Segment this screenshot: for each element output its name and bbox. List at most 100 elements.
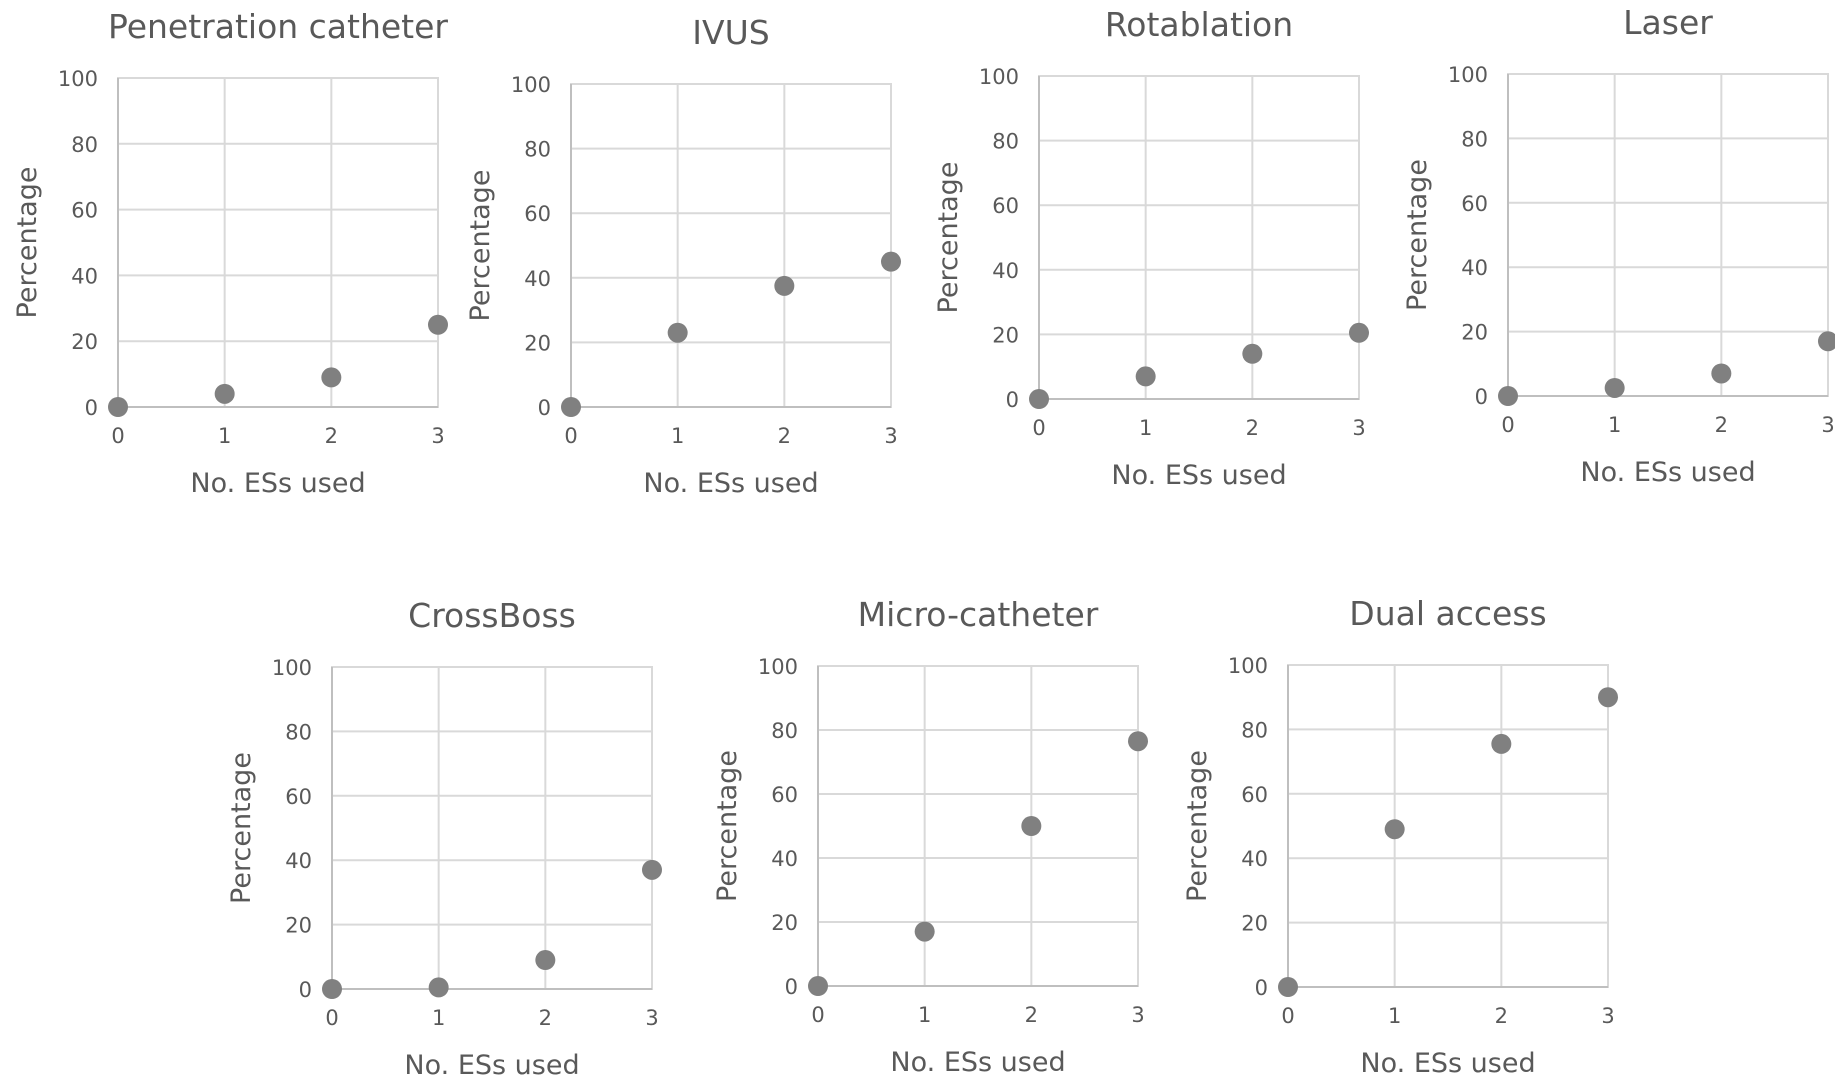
y-tick-label: 0 [299, 978, 312, 1002]
x-tick-label: 2 [325, 424, 338, 448]
x-tick-label: 3 [645, 1006, 658, 1030]
x-tick-label: 3 [1131, 1003, 1144, 1027]
x-tick-label: 1 [432, 1006, 445, 1030]
x-axis-title: No. ESs used [1360, 1048, 1535, 1079]
chart-panel: IVUS 0 20 40 60 80 100 0 1 2 3 No. ESs used Percenta… [465, 13, 901, 499]
x-tick-label: 1 [671, 424, 684, 448]
x-tick-label: 0 [1501, 413, 1514, 437]
x-axis-title: No. ESs used [890, 1047, 1065, 1078]
y-tick-label: 60 [1461, 192, 1488, 216]
x-axis-title: No. ESs used [643, 468, 818, 499]
x-axis-title: No. ESs used [190, 468, 365, 499]
plot-area-border [1287, 664, 1609, 988]
chart-title: Penetration catheter [108, 7, 448, 46]
chart-panel: Dual access 0 20 40 60 80 100 0 1 2 3 No. ESs used P… [1182, 594, 1618, 1079]
data-point [321, 367, 342, 388]
data-point [1711, 363, 1732, 384]
y-tick-label: 20 [285, 914, 312, 938]
data-point [1384, 819, 1405, 840]
y-tick-label: 40 [1241, 847, 1268, 871]
chart-panel: Rotablation 0 20 40 60 80 100 0 1 2 3 No. ESs used P… [933, 5, 1369, 491]
data-point [1498, 386, 1518, 406]
data-point [881, 251, 901, 272]
y-tick-label: 80 [524, 138, 551, 162]
data-point [428, 977, 449, 998]
data-point [914, 921, 935, 942]
plot-area-border [570, 83, 892, 408]
y-tick-label: 40 [71, 264, 98, 288]
y-axis-title: Percentage [712, 750, 743, 902]
y-tick-label: 40 [524, 267, 551, 291]
chart-title: Dual access [1349, 594, 1546, 633]
y-tick-label: 40 [992, 259, 1019, 283]
data-point [1242, 343, 1263, 364]
data-point [108, 397, 128, 417]
y-tick-label: 100 [1448, 63, 1488, 87]
x-tick-label: 1 [1388, 1004, 1401, 1028]
chart-panel: Penetration catheter 0 20 40 60 80 100 0 1 2 3 No. … [12, 7, 448, 499]
y-axis-title: Percentage [226, 752, 257, 904]
y-axis-title: Percentage [1402, 159, 1433, 311]
x-tick-label: 0 [1281, 1004, 1294, 1028]
y-tick-label: 60 [771, 783, 798, 807]
y-tick-label: 100 [758, 655, 798, 679]
y-tick-label: 80 [992, 130, 1019, 154]
y-tick-label: 80 [1241, 718, 1268, 742]
y-tick-label: 100 [58, 67, 98, 91]
x-tick-label: 1 [1139, 416, 1152, 440]
data-point [1278, 977, 1298, 997]
y-tick-label: 40 [285, 849, 312, 873]
x-tick-label: 2 [778, 424, 791, 448]
y-tick-label: 100 [272, 656, 312, 680]
y-tick-label: 0 [1255, 976, 1268, 1000]
y-tick-label: 80 [771, 719, 798, 743]
y-tick-label: 60 [1241, 783, 1268, 807]
y-tick-label: 40 [1461, 256, 1488, 280]
x-tick-label: 0 [564, 424, 577, 448]
plot-area-border [331, 666, 653, 990]
x-axis-title: No. ESs used [1580, 457, 1755, 488]
y-tick-label: 80 [285, 720, 312, 744]
y-tick-label: 0 [1006, 388, 1019, 412]
plot-area-border [117, 77, 439, 408]
x-tick-label: 3 [1821, 413, 1834, 437]
x-tick-label: 1 [218, 424, 231, 448]
x-tick-label: 3 [884, 424, 897, 448]
chart-title: IVUS [692, 13, 769, 52]
data-point [1349, 322, 1369, 343]
y-tick-label: 20 [524, 331, 551, 355]
y-tick-label: 80 [71, 133, 98, 157]
data-point [1135, 366, 1156, 387]
y-axis-title: Percentage [933, 162, 964, 314]
x-tick-label: 2 [1715, 413, 1728, 437]
x-tick-label: 0 [325, 1006, 338, 1030]
y-tick-label: 40 [771, 847, 798, 871]
data-point [642, 859, 662, 880]
x-tick-label: 0 [811, 1003, 824, 1027]
y-axis-title: Percentage [1182, 750, 1213, 902]
y-tick-label: 60 [71, 199, 98, 223]
y-tick-label: 100 [1228, 654, 1268, 678]
y-tick-label: 20 [1461, 321, 1488, 345]
y-tick-label: 0 [538, 396, 551, 420]
x-tick-label: 3 [1601, 1004, 1614, 1028]
y-tick-label: 20 [992, 323, 1019, 347]
data-point [1491, 733, 1512, 754]
y-axis-title: Percentage [12, 167, 43, 319]
chart-title: Rotablation [1105, 5, 1293, 44]
y-tick-label: 0 [1475, 385, 1488, 409]
y-axis-title: Percentage [465, 170, 496, 322]
y-tick-label: 20 [71, 330, 98, 354]
x-tick-label: 3 [1352, 416, 1365, 440]
data-point [1029, 389, 1049, 409]
y-tick-label: 80 [1461, 127, 1488, 151]
data-point [214, 383, 235, 404]
x-tick-label: 2 [1495, 1004, 1508, 1028]
x-tick-label: 2 [1246, 416, 1259, 440]
x-tick-label: 1 [918, 1003, 931, 1027]
y-tick-label: 20 [1241, 912, 1268, 936]
x-tick-label: 2 [539, 1006, 552, 1030]
data-point [667, 322, 688, 343]
y-tick-label: 60 [524, 202, 551, 226]
